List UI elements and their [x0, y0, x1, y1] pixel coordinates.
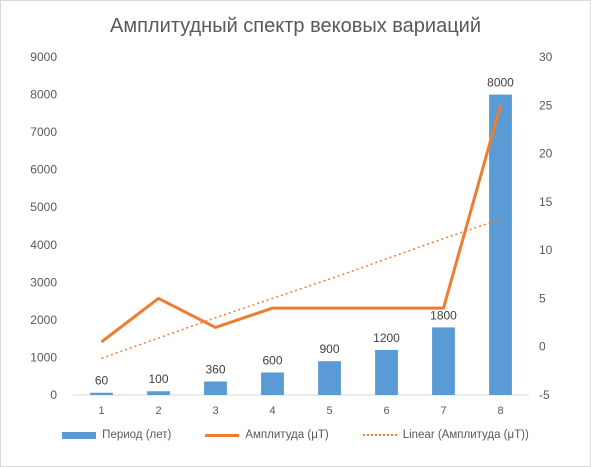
legend-label-period: Период (лет) — [102, 429, 172, 441]
bar-data-label: 100 — [148, 372, 168, 386]
bar-data-label: 600 — [262, 353, 282, 367]
category-label: 6 — [383, 405, 389, 417]
left-tick-label: 9000 — [30, 50, 57, 64]
right-axis-ticks: -5 0 5 10 15 20 25 30 — [539, 50, 553, 402]
left-tick-label: 0 — [50, 388, 57, 402]
left-tick-label: 3000 — [30, 275, 57, 289]
right-tick-label: 10 — [539, 243, 553, 257]
bar-data-label: 8000 — [487, 76, 514, 90]
bar — [489, 94, 512, 396]
left-tick-label: 7000 — [30, 125, 57, 139]
bar — [375, 349, 398, 395]
trendline — [101, 218, 501, 360]
category-label: 7 — [440, 405, 446, 417]
left-axis-ticks: 0 1000 2000 3000 4000 5000 6000 7000 8000 9000 — [30, 50, 57, 402]
bar — [318, 361, 341, 395]
legend-swatch-bar — [62, 431, 97, 439]
right-tick-label: 25 — [539, 98, 553, 112]
category-labels: 1 2 3 4 5 6 7 8 — [98, 405, 503, 417]
right-tick-label: 5 — [539, 291, 546, 305]
bar-data-label: 1200 — [373, 331, 400, 345]
bar — [90, 392, 113, 395]
bar — [432, 327, 455, 395]
legend-item-period: Период (лет) — [62, 429, 171, 441]
legend-item-trend: Linear (Амплитуда (μT)) — [362, 429, 529, 441]
bar-data-labels: 60 100 360 600 900 1200 1800 8000 — [95, 76, 514, 388]
bar-data-label: 360 — [205, 362, 225, 376]
bars — [90, 94, 512, 396]
category-label: 4 — [269, 405, 275, 417]
category-label: 8 — [497, 405, 503, 417]
right-tick-label: -5 — [539, 388, 550, 402]
legend-swatch-trend — [362, 434, 397, 436]
left-tick-label: 6000 — [30, 163, 57, 177]
chart-title: Амплитудный спектр вековых вариаций — [110, 15, 481, 37]
bar-data-label: 1800 — [430, 308, 457, 322]
bar — [204, 381, 227, 395]
category-label: 2 — [155, 405, 161, 417]
left-tick-label: 8000 — [30, 88, 57, 102]
left-tick-label: 1000 — [30, 350, 57, 364]
right-tick-label: 30 — [539, 50, 553, 64]
legend: Период (лет) Амплитуда (μT) Linear (Ампл… — [1, 429, 590, 441]
bar — [147, 391, 170, 395]
bar — [261, 372, 284, 395]
amplitude-line — [100, 104, 502, 344]
left-tick-label: 4000 — [30, 238, 57, 252]
category-label: 5 — [326, 405, 332, 417]
category-label: 3 — [212, 405, 218, 417]
bar-data-label: 60 — [95, 374, 109, 388]
bar-data-label: 900 — [319, 342, 339, 356]
legend-swatch-line — [205, 433, 240, 437]
legend-label-amplitude: Амплитуда (μT) — [245, 429, 329, 441]
right-tick-label: 0 — [539, 340, 546, 354]
left-tick-label: 5000 — [30, 200, 57, 214]
legend-item-amplitude: Амплитуда (μT) — [205, 429, 329, 441]
legend-label-trend: Linear (Амплитуда (μT)) — [402, 429, 529, 441]
right-tick-label: 20 — [539, 147, 553, 161]
category-label: 1 — [98, 405, 104, 417]
left-tick-label: 2000 — [30, 313, 57, 327]
right-tick-label: 15 — [539, 195, 553, 209]
